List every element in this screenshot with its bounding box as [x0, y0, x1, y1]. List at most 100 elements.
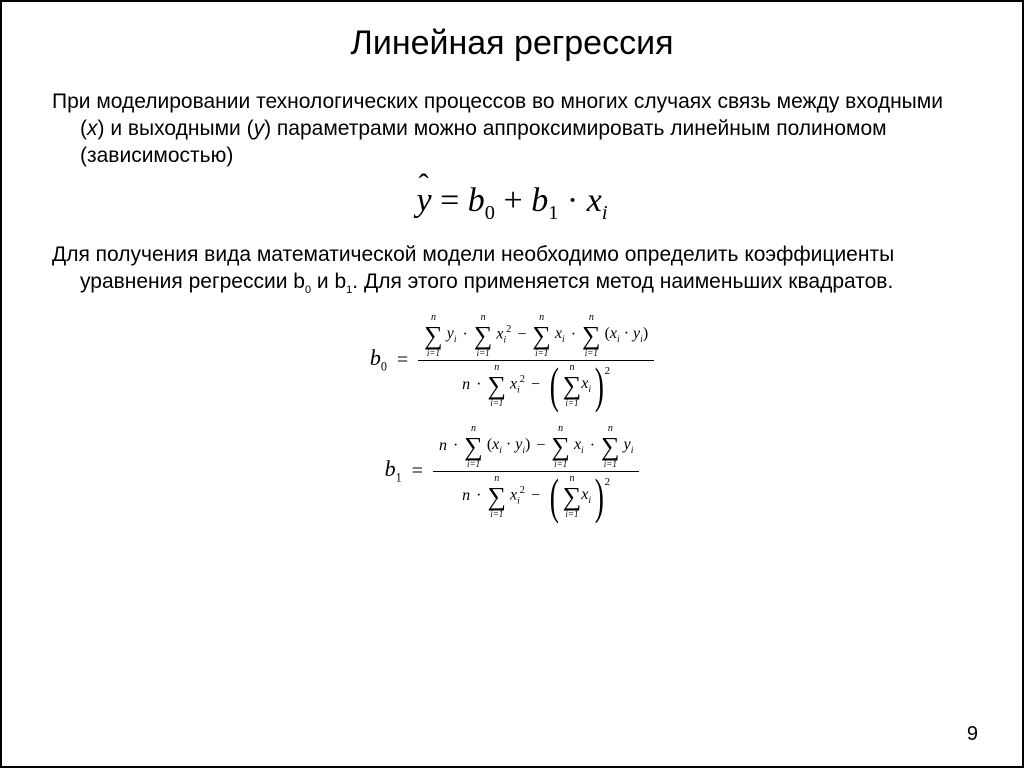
yi: y: [624, 436, 631, 453]
formula-b1: b1 = n · n∑i=1 (xi · yi) − n∑i=1 xi · n∑…: [385, 423, 640, 520]
sig-sym: ∑: [551, 434, 570, 460]
eq-b1: b: [531, 182, 548, 219]
b0-lhs: b0: [370, 345, 387, 374]
minus-op: −: [534, 437, 547, 455]
term-xi: xi: [555, 325, 565, 345]
b1-numerator: n · n∑i=1 (xi · yi) − n∑i=1 xi · n∑i=1 y…: [433, 423, 639, 470]
b0-sub: 0: [381, 360, 387, 374]
b1-b: b: [385, 456, 396, 481]
b0-b: b: [370, 345, 381, 370]
sig-bot: i=1: [427, 349, 440, 358]
b1-sub: 1: [396, 471, 402, 485]
term-xi: xi: [574, 436, 584, 456]
dot-op: ·: [474, 487, 483, 505]
paren-group: ( n∑i=1 xi ) 2: [546, 363, 610, 408]
p-close: ): [525, 436, 530, 453]
dot-op: ·: [588, 437, 597, 455]
eq-plus: +: [495, 182, 531, 219]
sig-sym: ∑: [563, 373, 582, 399]
sig-bot: i=1: [565, 510, 578, 519]
b0-numerator: n∑i=1 yi · n∑i=1 xi2 − n∑i=1 xi · n∑i=1 …: [418, 312, 654, 359]
xi-s: i: [581, 445, 584, 456]
p2-text-c: . Для этого применяется метод наименьших…: [352, 270, 893, 293]
sigma-icon: n∑i=1: [551, 424, 570, 469]
term-n: n: [439, 437, 447, 455]
sigma-icon: n∑i=1: [424, 313, 443, 358]
eq-x: x: [587, 182, 602, 219]
term-n: n: [462, 487, 470, 505]
sigma-icon: n∑i=1: [487, 363, 506, 408]
sig-sym: ∑: [582, 323, 601, 349]
xiyi-dot: ·: [502, 436, 515, 453]
slide: Линейная регрессия При моделировании тех…: [0, 0, 1024, 768]
sig-sym: ∑: [424, 323, 443, 349]
xi: x: [555, 325, 562, 342]
sig-bot: i=1: [535, 349, 548, 358]
equation-main: y = b0 + b1 · xi: [52, 182, 972, 225]
term-xi2: xi2: [510, 485, 525, 507]
sigma-icon: n∑i=1: [487, 474, 506, 519]
fraction-bar: [418, 360, 654, 361]
xi-s: i: [562, 334, 565, 345]
p1-text-b: ) и выходными (: [98, 117, 254, 140]
sig-sym: ∑: [487, 484, 506, 510]
sig-bot: i=1: [477, 349, 490, 358]
yi-s: i: [631, 445, 634, 456]
formula-b0: b0 = n∑i=1 yi · n∑i=1 xi2 − n∑i=1 xi · n…: [370, 312, 654, 409]
sig-sym: ∑: [474, 323, 493, 349]
page-number: 9: [967, 723, 978, 746]
term-xi: xi: [581, 375, 591, 395]
b1-denominator: n · n∑i=1 xi2 − ( n∑i=1 xi ) 2: [456, 473, 616, 520]
dot-op: ·: [451, 437, 460, 455]
sig-sym: ∑: [487, 373, 506, 399]
sigma-icon: n∑i=1: [464, 424, 483, 469]
sigma-icon: n∑i=1: [474, 313, 493, 358]
squared: 2: [605, 476, 611, 488]
paren-right-icon: ): [595, 365, 604, 405]
dot-op: ·: [569, 326, 578, 344]
paren-group: ( n∑i=1 xi ) 2: [546, 474, 610, 519]
xiyi-dot: ·: [620, 325, 633, 342]
dot-op: ·: [474, 376, 483, 394]
sig-bot: i=1: [604, 460, 617, 469]
sigma-icon: n∑i=1: [563, 474, 582, 519]
p2-text-b: и b: [311, 270, 346, 293]
term-xi: xi: [581, 486, 591, 506]
sig-bot: i=1: [490, 510, 503, 519]
sig-sym: ∑: [601, 434, 620, 460]
xi2-s: i: [517, 385, 520, 396]
xi-s: i: [588, 384, 591, 395]
paren-right-icon: ): [595, 476, 604, 516]
xi2-p: 2: [506, 324, 511, 335]
term-yi: yi: [447, 325, 457, 345]
b1-lhs: b1: [385, 456, 402, 485]
yi: y: [447, 325, 454, 342]
eq-b0: b: [468, 182, 485, 219]
p1-var-y: y: [254, 117, 265, 140]
yi-s: i: [454, 334, 457, 345]
sig-bot: i=1: [467, 460, 480, 469]
sigma-icon: n∑i=1: [563, 363, 582, 408]
fraction-bar: [433, 471, 639, 472]
sigma-icon: n∑i=1: [532, 313, 551, 358]
minus-op: −: [529, 376, 542, 394]
eq-x-sub: i: [602, 201, 608, 223]
xi2-p: 2: [520, 485, 525, 496]
b0-eq: =: [395, 349, 410, 372]
sig-sym: ∑: [563, 484, 582, 510]
xi2-s: i: [503, 335, 506, 346]
eq-b1-sub: 1: [548, 201, 558, 223]
b1-fraction: n · n∑i=1 (xi · yi) − n∑i=1 xi · n∑i=1 y…: [433, 423, 639, 520]
dot-op: ·: [461, 326, 470, 344]
eq-y-hat: y: [417, 182, 432, 220]
sig-sym: ∑: [532, 323, 551, 349]
slide-title: Линейная регрессия: [52, 24, 972, 63]
eq-equals: =: [432, 182, 468, 219]
squared: 2: [605, 365, 611, 377]
xi2-s: i: [517, 496, 520, 507]
p-close: ): [643, 325, 648, 342]
paragraph-1: При моделировании технологических процес…: [52, 89, 972, 170]
b1-eq: =: [410, 460, 425, 483]
term-xi2: xi2: [510, 374, 525, 396]
b0-fraction: n∑i=1 yi · n∑i=1 xi2 − n∑i=1 xi · n∑i=1 …: [418, 312, 654, 409]
